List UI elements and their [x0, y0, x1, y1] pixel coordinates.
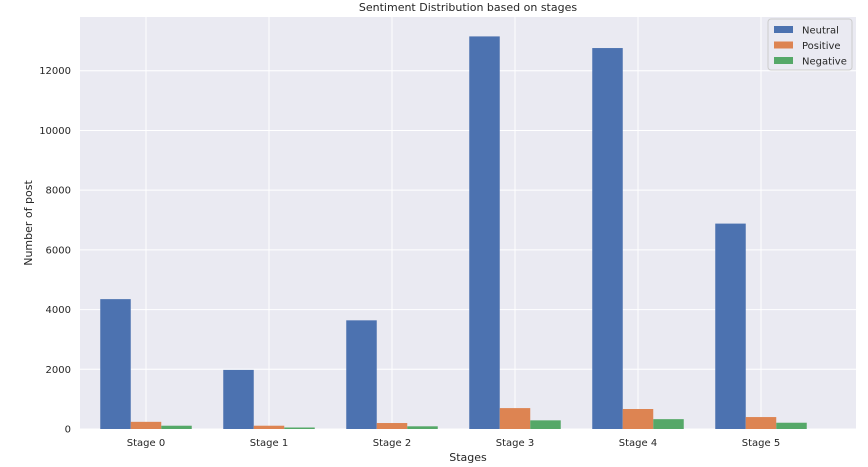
- chart-title: Sentiment Distribution based on stages: [359, 1, 577, 14]
- x-tick-label: Stage 1: [250, 438, 288, 449]
- legend-swatch-positive: [774, 41, 793, 49]
- x-axis-label: Stages: [449, 451, 487, 464]
- legend-label-neutral: Neutral: [802, 26, 839, 37]
- y-tick-label: 6000: [46, 245, 71, 256]
- y-tick-label: 10000: [39, 126, 71, 137]
- y-tick-label: 2000: [46, 365, 71, 376]
- legend-label-negative: Negative: [802, 57, 847, 68]
- bar-neutral-0: [100, 299, 131, 429]
- bar-neutral-4: [592, 48, 623, 429]
- bar-neutral-2: [346, 320, 377, 429]
- bar-negative-5: [776, 422, 807, 429]
- bar-positive-1: [253, 425, 285, 429]
- bar-negative-3: [530, 420, 561, 429]
- y-axis-label: Number of post: [22, 180, 35, 266]
- y-tick-label: 12000: [39, 66, 71, 77]
- bar-negative-2: [407, 426, 438, 429]
- bar-neutral-1: [223, 369, 254, 429]
- bar-negative-4: [653, 419, 684, 429]
- x-tick-label: Stage 0: [127, 438, 165, 449]
- y-tick-label: 4000: [46, 305, 71, 316]
- bar-negative-1: [284, 427, 315, 429]
- bar-negative-0: [161, 425, 192, 429]
- bar-neutral-5: [715, 223, 746, 429]
- bar-positive-3: [499, 408, 531, 429]
- y-tick-label: 8000: [46, 186, 71, 197]
- bar-neutral-3: [469, 36, 500, 430]
- x-tick-label: Stage 2: [373, 438, 411, 449]
- x-tick-labels: Stage 0 Stage 1 Stage 2 Stage 3 Stage 4 Stage…: [127, 438, 780, 449]
- bar-positive-5: [745, 417, 777, 429]
- legend: Neutral Positive Negative: [767, 18, 853, 71]
- legend-swatch-neutral: [774, 26, 793, 33]
- bar-positive-2: [376, 423, 408, 429]
- legend-label-positive: Positive: [802, 41, 841, 52]
- bar-positive-0: [130, 421, 162, 429]
- legend-swatch-negative: [774, 57, 793, 64]
- y-tick-label: 0: [65, 425, 71, 436]
- y-tick-labels: 0 2000 4000 6000 8000 10000 12000: [39, 66, 71, 435]
- bars: [100, 36, 807, 430]
- x-tick-label: Stage 3: [496, 438, 534, 449]
- bar-positive-4: [622, 408, 654, 429]
- x-tick-label: Stage 4: [619, 438, 657, 449]
- x-tick-label: Stage 5: [742, 438, 780, 449]
